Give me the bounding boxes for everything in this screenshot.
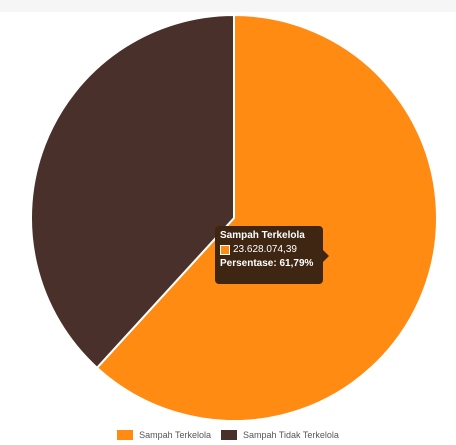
top-bar [0, 0, 456, 12]
legend-swatch-sampah-tidak-terkelola [221, 430, 237, 440]
pie-slice-sampah-terkelola[interactable] [95, 13, 438, 420]
legend-item-sampah-terkelola[interactable]: Sampah Terkelola [117, 430, 211, 440]
tooltip-color-swatch [220, 245, 230, 255]
legend-label-sampah-tidak-terkelola: Sampah Tidak Terkelola [243, 430, 339, 440]
legend-label-sampah-terkelola: Sampah Terkelola [139, 430, 211, 440]
legend-swatch-sampah-terkelola [117, 430, 134, 440]
pie-chart [30, 13, 438, 420]
chart-legend: Sampah Terkelola Sampah Tidak Terkelola [0, 430, 456, 440]
legend-item-sampah-tidak-terkelola[interactable]: Sampah Tidak Terkelola [221, 430, 339, 440]
pie-slice-sampah-tidak-terkelola[interactable] [30, 13, 235, 370]
tooltip-value: 23.628.074,39 [233, 244, 297, 255]
chart-tooltip: Sampah Terkelola 23.628.074,39 Persentas… [215, 226, 329, 284]
tooltip-percentage: Persentase: 61,79% [220, 258, 314, 269]
tooltip-title: Sampah Terkelola [220, 230, 305, 241]
tooltip-caret [323, 250, 329, 262]
